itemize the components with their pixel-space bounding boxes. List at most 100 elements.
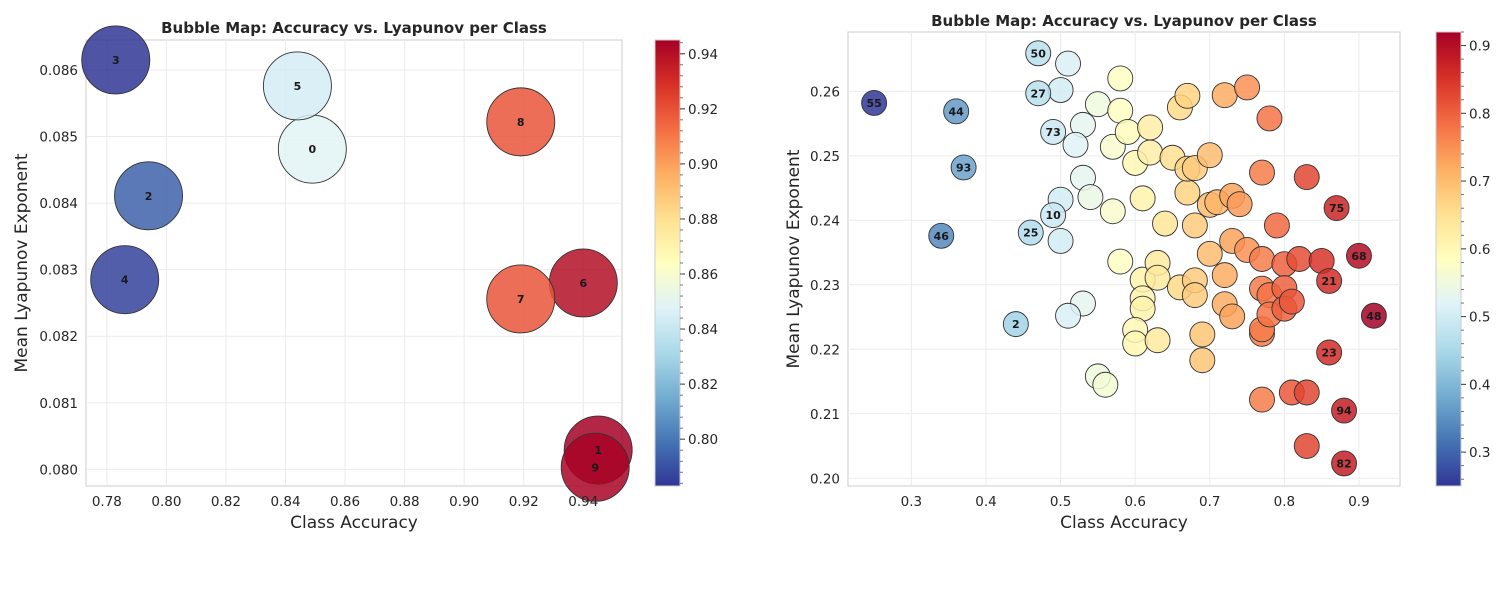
- bubble: [1092, 371, 1119, 398]
- bubble: [1263, 212, 1290, 239]
- bubble-class-82: [1331, 450, 1358, 477]
- chart-left-x-ticks: 0.78 0.80 0.82 0.84 0.86 0.88 0.90 0.92 0.94: [92, 494, 599, 510]
- bubble: [1137, 139, 1164, 166]
- colorbar-tick-label: 0.90: [688, 157, 718, 173]
- colorbar-tick-label: 0.80: [688, 432, 718, 448]
- bubble-label: 94: [1336, 405, 1352, 418]
- bubble-class-25: [1017, 219, 1044, 246]
- x-tick-label: 0.7: [1199, 494, 1220, 510]
- bubble: [1181, 282, 1208, 309]
- x-tick-label: 0.5: [1050, 494, 1071, 510]
- y-tick-label: 0.081: [39, 396, 78, 412]
- colorbar-tick-label: 0.94: [688, 47, 718, 63]
- bubble: [1114, 119, 1141, 145]
- bubble: [1107, 65, 1134, 92]
- bubble: [1234, 74, 1261, 101]
- colorbar-tick-label: 0.4: [1469, 377, 1490, 393]
- bubble-class-2: [114, 161, 183, 231]
- bubble: [1129, 185, 1156, 212]
- chart-right-bubbles: 55 44 93 46 50 27 73 10 25 2 75 68 21 48 23 94 82: [861, 40, 1387, 477]
- bubble-class-46: [928, 222, 955, 249]
- bubble-label: 55: [866, 97, 881, 110]
- y-tick-label: 0.24: [810, 213, 840, 229]
- bubble-class-4: [90, 245, 160, 315]
- bubble: [1174, 82, 1201, 109]
- bubble: [1249, 386, 1275, 413]
- bubble: [1219, 303, 1246, 330]
- bubble-class-48: [1360, 302, 1387, 329]
- bubble: [1196, 240, 1223, 267]
- bubble: [1189, 347, 1216, 374]
- bubble: [1293, 164, 1320, 191]
- bubble: [1196, 142, 1223, 169]
- bubble-label: 0: [308, 143, 316, 156]
- colorbar-gradient: [1435, 31, 1462, 487]
- y-tick-label: 0.085: [39, 130, 78, 146]
- x-tick-label: 0.80: [151, 494, 181, 510]
- bubble: [1047, 77, 1074, 103]
- bubble-class-8: [486, 87, 556, 157]
- bubble-class-5: [262, 51, 332, 121]
- bubble: [1189, 321, 1216, 348]
- colorbar-tick-label: 0.6: [1469, 242, 1490, 258]
- colorbar-tick-label: 0.88: [688, 212, 718, 228]
- bubble-class-50: [1025, 40, 1052, 67]
- bubble: [1099, 198, 1126, 225]
- bubble: [1122, 330, 1149, 357]
- bubble: [1249, 246, 1275, 272]
- colorbar-tick-label: 0.92: [688, 102, 718, 118]
- bubble: [1211, 262, 1238, 289]
- bubble-label: 3: [112, 54, 120, 67]
- y-tick-label: 0.26: [810, 84, 840, 100]
- chart-right-y-axis-label: Mean Lyapunov Exponent: [784, 149, 804, 368]
- bubble: [1047, 227, 1074, 254]
- chart-right-colorbar: 0.3 0.4 0.5 0.6 0.7 0.8 0.9: [1435, 31, 1490, 487]
- y-tick-label: 0.080: [39, 462, 78, 478]
- chart-right-y-ticks: 0.20 0.21 0.22 0.23 0.24 0.25 0.26: [810, 84, 840, 487]
- y-tick-label: 0.084: [39, 196, 78, 212]
- colorbar-tick-label: 0.7: [1469, 174, 1490, 190]
- bubble-class-9: [560, 432, 630, 502]
- bubble-class-7: [486, 264, 556, 334]
- bubble-class-10: [1040, 202, 1067, 229]
- bubble-class-68: [1346, 242, 1372, 269]
- x-tick-label: 0.88: [390, 494, 420, 510]
- bubble-label: 93: [956, 161, 971, 174]
- chart-left-title: Bubble Map: Accuracy vs. Lyapunov per Cl…: [161, 19, 547, 37]
- x-tick-label: 0.9: [1348, 494, 1369, 510]
- chart-left: Bubble Map: Accuracy vs. Lyapunov per Cl…: [12, 19, 718, 533]
- y-tick-label: 0.082: [39, 329, 78, 345]
- bubble-class-73: [1040, 119, 1067, 145]
- bubble-label: 4: [121, 274, 129, 287]
- bubble: [1226, 191, 1253, 218]
- colorbar-tick-label: 0.9: [1469, 39, 1490, 55]
- bubble-label: 27: [1031, 87, 1046, 100]
- y-tick-label: 0.22: [810, 342, 840, 358]
- x-tick-label: 0.86: [330, 494, 360, 510]
- bubble: [1174, 179, 1201, 206]
- x-tick-label: 0.6: [1124, 494, 1145, 510]
- bubble-label: 82: [1336, 457, 1351, 470]
- bubble: [1249, 159, 1275, 186]
- bubble: [1181, 212, 1208, 239]
- bubble-label: 75: [1329, 202, 1344, 215]
- bubble-class-94: [1331, 397, 1358, 424]
- y-tick-label: 0.25: [810, 149, 840, 165]
- bubble-label: 6: [579, 277, 587, 290]
- x-tick-label: 0.90: [449, 494, 479, 510]
- y-tick-label: 0.20: [810, 471, 840, 487]
- chart-left-y-ticks: 0.080 0.081 0.082 0.083 0.084 0.085 0.086: [39, 63, 78, 478]
- bubble-label: 48: [1366, 310, 1381, 323]
- bubble-class-75: [1323, 195, 1350, 222]
- chart-right-title: Bubble Map: Accuracy vs. Lyapunov per Cl…: [931, 12, 1317, 30]
- bubble-class-93: [950, 154, 977, 181]
- bubble: [1055, 302, 1082, 329]
- bubble: [1055, 50, 1082, 77]
- y-tick-label: 0.23: [810, 278, 840, 294]
- colorbar-tick-label: 0.82: [688, 377, 718, 393]
- bubble: [1137, 114, 1164, 141]
- chart-left-x-axis-label: Class Accuracy: [290, 513, 418, 533]
- bubble: [1077, 184, 1104, 211]
- colorbar-tick-label: 0.84: [688, 322, 718, 338]
